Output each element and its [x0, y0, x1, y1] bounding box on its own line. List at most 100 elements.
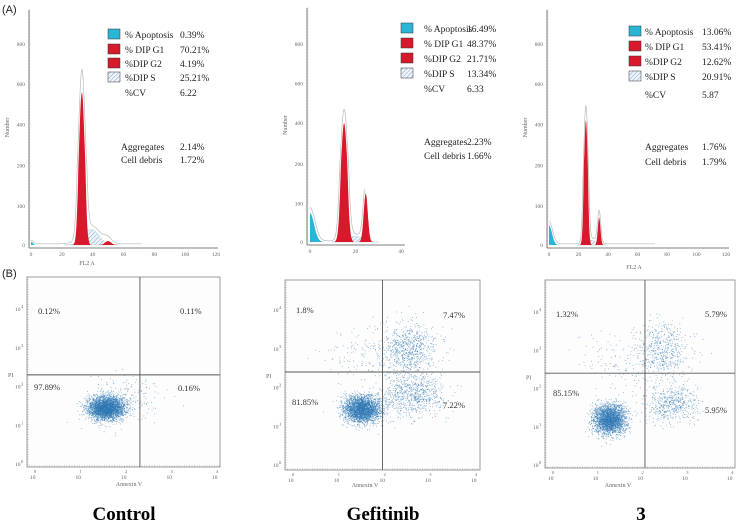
column-title-control: Control	[93, 504, 156, 525]
event-dot	[101, 409, 103, 411]
event-dot	[102, 410, 103, 412]
event-dot	[97, 412, 99, 414]
event-dot	[107, 406, 108, 408]
event-dot	[129, 415, 131, 416]
event-dot	[351, 414, 353, 416]
event-dot	[127, 404, 129, 406]
event-dot	[87, 410, 89, 412]
legend-value: 16.49%	[467, 25, 496, 35]
event-dot	[92, 415, 94, 417]
event-dot	[121, 402, 123, 403]
event-dot	[89, 402, 90, 404]
event-dot	[79, 406, 81, 407]
event-dot	[101, 406, 103, 408]
event-dot	[91, 397, 93, 399]
event-dot	[109, 404, 111, 406]
x-tick-exponent: 0	[34, 469, 37, 474]
event-dot	[100, 418, 102, 420]
event-dot	[117, 407, 119, 409]
event-dot	[112, 419, 114, 421]
event-dot	[103, 403, 105, 405]
event-dot	[121, 402, 123, 404]
event-dot	[372, 411, 374, 412]
event-dot	[363, 420, 365, 422]
event-dot	[107, 409, 108, 411]
event-dot	[388, 406, 390, 408]
event-dot	[98, 412, 100, 413]
event-dot	[90, 407, 92, 408]
event-dot	[113, 405, 115, 407]
event-dot	[95, 423, 97, 424]
event-dot	[112, 420, 114, 421]
event-dot	[116, 398, 117, 400]
event-dot	[115, 417, 117, 419]
event-dot	[113, 416, 115, 417]
event-dot	[96, 417, 98, 419]
event-dot	[343, 404, 345, 406]
event-dot	[106, 412, 108, 413]
event-dot	[121, 404, 123, 406]
event-dot	[142, 382, 144, 384]
y-tick-label: 100	[17, 204, 26, 210]
event-dot	[91, 401, 93, 403]
event-dot	[86, 406, 88, 408]
event-dot	[111, 419, 113, 421]
event-dot	[341, 415, 343, 417]
event-dot	[83, 409, 85, 411]
event-dot	[118, 410, 119, 412]
event-dot	[107, 402, 109, 404]
event-dot	[154, 383, 156, 385]
event-dot	[380, 411, 382, 413]
event-dot	[96, 397, 98, 399]
event-dot	[116, 404, 118, 406]
event-dot	[112, 411, 114, 412]
event-dot	[119, 405, 121, 407]
event-dot	[100, 407, 102, 409]
event-dot	[104, 415, 106, 417]
event-dot	[103, 416, 105, 418]
event-dot	[122, 407, 123, 408]
event-dot	[114, 400, 116, 402]
x-tick-label: 10	[212, 475, 218, 481]
event-dot	[106, 416, 108, 417]
event-dot	[135, 382, 137, 383]
event-dot	[123, 404, 125, 406]
event-dot	[131, 415, 133, 417]
legend-label: %CV	[424, 85, 445, 95]
event-dot	[102, 417, 104, 419]
event-dot	[124, 398, 126, 400]
event-dot	[121, 411, 122, 413]
x-tick-label: 80	[152, 252, 158, 258]
event-dot	[101, 378, 102, 380]
event-dot	[123, 394, 125, 396]
event-dot	[101, 424, 102, 426]
event-dot	[346, 398, 348, 400]
event-dot	[97, 412, 99, 414]
legend-swatch-dip	[107, 43, 121, 55]
event-dot	[86, 395, 88, 397]
event-dot	[106, 412, 108, 413]
event-dot	[112, 403, 114, 405]
event-dot	[101, 411, 103, 413]
event-dot	[110, 402, 112, 404]
x-tick-label: 40	[398, 249, 404, 255]
event-dot	[112, 401, 114, 403]
event-dot	[365, 420, 366, 422]
event-dot	[110, 396, 111, 398]
event-dot	[105, 403, 107, 405]
x-tick-label: 0	[548, 252, 551, 258]
legend-value: 13.34%	[467, 70, 496, 80]
event-dot	[96, 416, 98, 417]
event-dot	[351, 397, 353, 399]
event-dot	[120, 398, 122, 400]
event-dot	[106, 403, 108, 404]
event-dot	[116, 421, 118, 423]
event-dot	[96, 400, 97, 402]
event-dot	[121, 419, 123, 420]
event-dot	[91, 404, 92, 406]
event-dot	[108, 415, 110, 416]
event-dot	[110, 403, 112, 404]
event-dot	[94, 395, 96, 397]
event-dot	[124, 401, 125, 403]
event-dot	[106, 397, 108, 399]
